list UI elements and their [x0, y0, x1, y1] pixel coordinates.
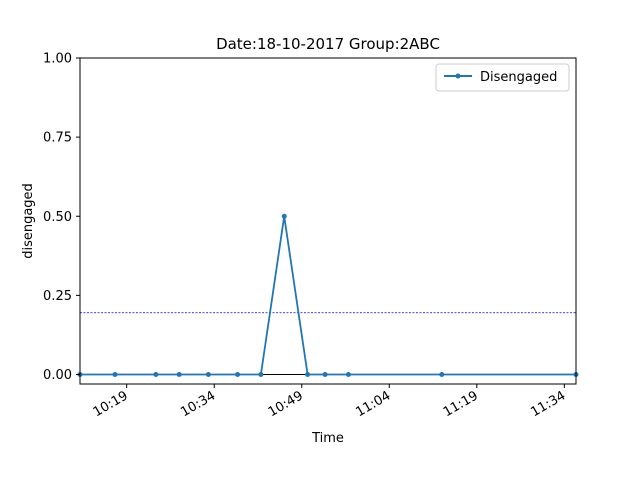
data-point-9: [322, 372, 328, 378]
data-point-4: [205, 372, 211, 378]
data-point-3: [176, 372, 182, 378]
x-tick-label: 11:34: [528, 388, 568, 420]
legend-box: [435, 63, 570, 92]
data-point-1: [112, 372, 118, 378]
x-tick-label: 11:04: [353, 388, 393, 420]
chart-title: Date:18-10-2017 Group:2ABC: [216, 35, 440, 53]
plot-area: [77, 57, 579, 385]
data-point-11: [439, 372, 445, 378]
data-point-8: [305, 372, 311, 378]
y-tick-label: 1.00: [43, 52, 72, 67]
x-tick-label: 10:49: [266, 388, 306, 420]
plot-frame: [79, 57, 577, 385]
data-point-5: [235, 372, 241, 378]
plot-background: [80, 58, 576, 384]
legend-entry-disengaged: Disengaged: [480, 70, 557, 85]
data-point-6: [258, 372, 264, 378]
x-axis-label: Time: [311, 431, 344, 446]
x-tick-label: 11:19: [441, 388, 481, 420]
legend: Disengaged: [435, 63, 570, 92]
data-point-2: [153, 372, 159, 378]
y-tick-label: 0.50: [43, 210, 72, 225]
y-axis: 0.00 0.25 0.50 0.75 1.00: [43, 52, 80, 383]
legend-swatch-marker: [455, 73, 461, 79]
y-axis-label: disengaged: [21, 183, 36, 259]
data-point-7: [281, 213, 287, 219]
y-tick-label: 0.75: [43, 131, 72, 146]
y-tick-label: 0.00: [43, 368, 72, 383]
x-axis: 10:19 10:34 10:49 11:04 11:19 11:34: [91, 384, 568, 420]
y-tick-label: 0.25: [43, 289, 72, 304]
x-tick-label: 10:34: [178, 388, 218, 420]
x-tick-label: 10:19: [91, 388, 131, 420]
data-point-10: [345, 372, 351, 378]
